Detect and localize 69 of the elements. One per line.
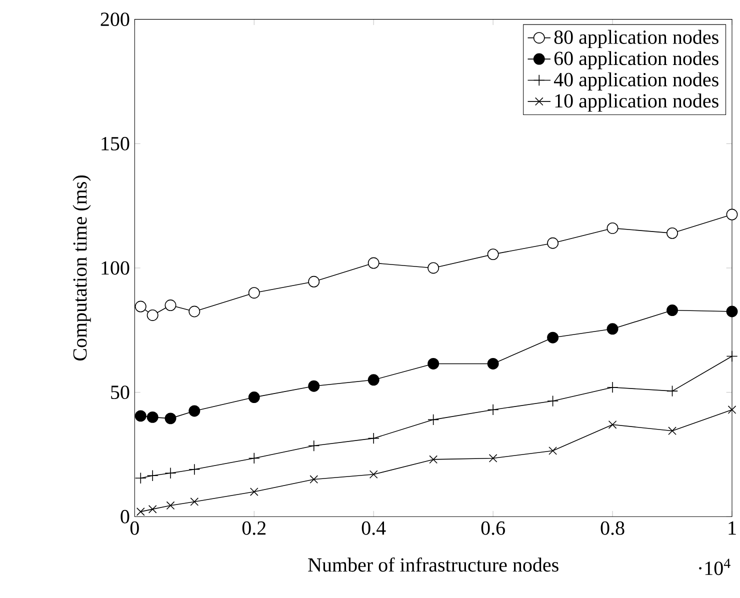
- x-tick-label: 1: [728, 521, 736, 535]
- point: [134, 472, 146, 484]
- point: [487, 358, 499, 370]
- legend-label: 10 application nodes: [555, 94, 718, 112]
- point: [188, 464, 200, 476]
- x-tick-label: 0.2: [242, 521, 266, 535]
- point: [547, 237, 559, 249]
- point: [248, 392, 260, 404]
- point: [248, 287, 260, 299]
- x-tick-label: 0.4: [362, 521, 386, 535]
- y-tick-label: 100: [102, 261, 130, 275]
- point: [308, 440, 320, 452]
- y-tick-label: 0: [120, 510, 130, 524]
- point: [146, 310, 158, 321]
- point: [606, 323, 618, 335]
- point: [188, 306, 200, 318]
- point: [164, 412, 176, 424]
- x-tick-label: 0.6: [481, 521, 505, 535]
- point: [728, 406, 736, 414]
- point: [428, 414, 440, 426]
- point: [726, 208, 738, 220]
- point: [606, 382, 618, 394]
- point: [726, 306, 738, 318]
- point: [310, 475, 318, 484]
- point: [606, 222, 618, 234]
- point: [666, 304, 678, 316]
- point: [188, 405, 200, 417]
- point: [134, 410, 146, 422]
- point: [487, 404, 499, 416]
- point: [726, 350, 738, 362]
- point: [368, 257, 380, 269]
- point: [547, 395, 559, 407]
- point: [134, 300, 146, 312]
- point: [488, 454, 498, 462]
- point: [368, 432, 380, 444]
- y-tick-label: 200: [100, 12, 130, 26]
- point: [428, 358, 440, 370]
- point: [428, 262, 440, 274]
- point: [548, 446, 557, 455]
- point: [608, 420, 617, 429]
- x-axis-title: Number of infrastructure nodes: [308, 557, 558, 572]
- point: [146, 411, 158, 423]
- point: [164, 467, 176, 479]
- text: ·10$^{4}$: [699, 558, 730, 576]
- legend-label: 60 application nodes: [554, 51, 718, 70]
- y-tick-label: 50: [111, 386, 130, 400]
- point: [666, 227, 678, 239]
- point: [487, 248, 499, 260]
- point: [248, 452, 260, 464]
- point: [547, 332, 559, 344]
- point: [308, 380, 320, 392]
- point: [166, 501, 175, 510]
- point: [190, 498, 199, 506]
- point: [666, 385, 678, 397]
- y-tick-label: 150: [102, 136, 130, 150]
- point: [429, 455, 438, 464]
- point: [369, 470, 378, 479]
- point: [368, 374, 380, 386]
- x-tick-label: 0: [130, 521, 139, 535]
- x-tick-label: 0.8: [600, 521, 624, 535]
- point: [148, 505, 157, 514]
- y-axis-title: Computation time (ms): [72, 176, 91, 360]
- legend-label: 40 application nodes: [554, 72, 718, 90]
- point: [164, 300, 176, 312]
- point: [308, 276, 320, 288]
- point: [250, 488, 258, 496]
- point: [146, 470, 158, 482]
- legend-label: 80 application nodes: [554, 30, 718, 48]
- point: [668, 426, 676, 436]
